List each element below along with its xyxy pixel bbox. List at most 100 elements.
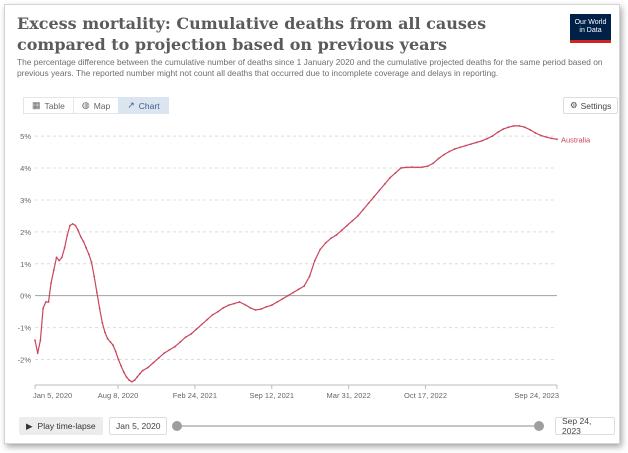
data-point[interactable] [389, 176, 392, 179]
data-point[interactable] [101, 321, 104, 324]
data-point[interactable] [475, 141, 478, 144]
data-point[interactable] [351, 219, 354, 222]
end-date-box[interactable]: Sep 24, 2023 [555, 416, 615, 436]
data-point[interactable] [507, 126, 510, 129]
data-point[interactable] [147, 366, 149, 369]
data-point[interactable] [459, 146, 461, 149]
data-point[interactable] [174, 345, 176, 348]
data-point[interactable] [340, 229, 343, 232]
data-point[interactable] [313, 259, 316, 262]
data-point[interactable] [480, 140, 483, 142]
owid-logo[interactable]: Our World in Data [570, 14, 611, 43]
data-point[interactable] [496, 131, 499, 134]
data-point[interactable] [190, 333, 193, 335]
data-point[interactable] [58, 259, 61, 262]
data-point[interactable] [346, 224, 348, 227]
data-point[interactable] [55, 256, 58, 259]
data-point[interactable] [195, 328, 198, 331]
data-point[interactable] [281, 298, 284, 300]
data-point[interactable] [39, 339, 42, 342]
data-point[interactable] [470, 143, 472, 146]
data-point[interactable] [152, 361, 155, 364]
data-point[interactable] [529, 128, 531, 131]
data-point[interactable] [141, 369, 144, 372]
data-point[interactable] [534, 132, 537, 134]
data-point[interactable] [44, 301, 47, 303]
data-point[interactable] [405, 166, 408, 169]
data-point[interactable] [131, 380, 133, 383]
data-point[interactable] [106, 337, 109, 340]
data-point[interactable] [227, 304, 230, 307]
series-line-australia[interactable] [34, 125, 558, 383]
data-point[interactable] [324, 242, 327, 244]
data-point[interactable] [486, 137, 488, 140]
data-point[interactable] [50, 282, 52, 284]
data-point[interactable] [36, 352, 39, 354]
data-point[interactable] [491, 135, 494, 138]
data-point[interactable] [416, 166, 418, 169]
data-point[interactable] [518, 125, 521, 127]
data-point[interactable] [523, 126, 526, 129]
data-point[interactable] [74, 224, 77, 227]
data-point[interactable] [330, 237, 332, 240]
data-point[interactable] [77, 229, 79, 232]
timeline-end-handle[interactable] [534, 421, 544, 431]
data-point[interactable] [85, 246, 87, 249]
data-point[interactable] [69, 224, 71, 227]
data-point[interactable] [217, 310, 219, 313]
data-point[interactable] [139, 372, 141, 375]
data-point[interactable] [200, 323, 203, 326]
data-point[interactable] [394, 171, 397, 174]
data-point[interactable] [66, 234, 69, 236]
data-point[interactable] [292, 291, 295, 294]
data-point[interactable] [211, 313, 214, 316]
data-point[interactable] [93, 275, 96, 278]
data-point[interactable] [125, 376, 128, 378]
timeline-slider-track[interactable] [177, 425, 539, 427]
data-point[interactable] [112, 344, 114, 346]
data-point[interactable] [297, 288, 300, 291]
tab-chart[interactable]: ↗ Chart [118, 97, 169, 114]
data-point[interactable] [98, 307, 101, 310]
data-point[interactable] [168, 349, 171, 351]
data-point[interactable] [114, 350, 117, 353]
data-point[interactable] [42, 307, 44, 310]
data-point[interactable] [443, 153, 445, 156]
data-point[interactable] [79, 235, 82, 238]
data-point[interactable] [184, 336, 187, 338]
data-point[interactable] [265, 305, 268, 308]
data-point[interactable] [128, 379, 131, 382]
data-point[interactable] [157, 357, 160, 359]
data-point[interactable] [63, 246, 66, 249]
data-point[interactable] [206, 318, 209, 321]
data-point[interactable] [122, 371, 125, 374]
data-point[interactable] [464, 144, 467, 147]
data-point[interactable] [556, 138, 558, 141]
data-point[interactable] [104, 331, 106, 334]
data-point[interactable] [136, 376, 139, 378]
data-point[interactable] [120, 365, 122, 367]
data-point[interactable] [163, 352, 166, 354]
data-point[interactable] [308, 275, 311, 278]
data-point[interactable] [550, 137, 553, 140]
data-point[interactable] [383, 183, 386, 185]
data-point[interactable] [52, 269, 55, 271]
data-point[interactable] [357, 215, 359, 217]
data-point[interactable] [109, 341, 112, 343]
start-date-box[interactable]: Jan 5, 2020 [109, 417, 168, 435]
data-point[interactable] [244, 303, 246, 306]
data-point[interactable] [254, 309, 257, 311]
settings-button[interactable]: ⚙ Settings [563, 97, 619, 114]
data-point[interactable] [61, 256, 63, 259]
data-point[interactable] [34, 339, 36, 342]
data-point[interactable] [400, 167, 402, 169]
data-point[interactable] [410, 166, 413, 169]
data-point[interactable] [47, 301, 50, 303]
timeline-start-handle[interactable] [172, 421, 182, 431]
data-point[interactable] [260, 308, 262, 310]
data-point[interactable] [426, 165, 429, 168]
data-point[interactable] [238, 301, 241, 303]
data-point[interactable] [270, 304, 273, 307]
data-point[interactable] [233, 302, 236, 305]
data-point[interactable] [540, 134, 542, 137]
